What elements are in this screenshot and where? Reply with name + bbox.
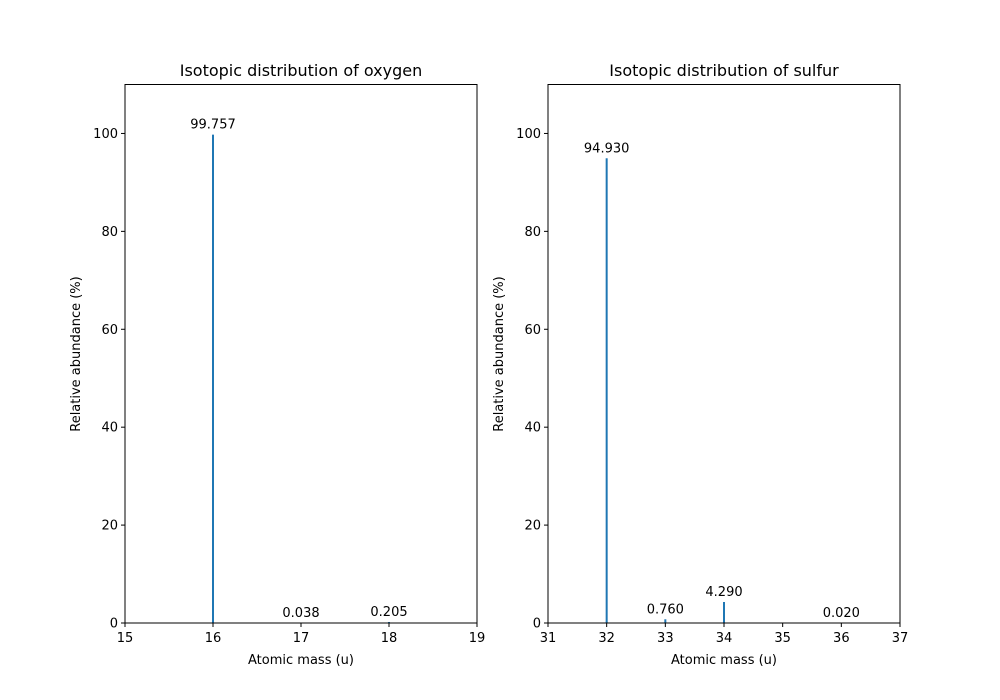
bar: [212, 134, 214, 623]
x-tick-label: 17: [293, 631, 310, 646]
bar: [723, 601, 725, 623]
y-tick-label: 20: [524, 519, 541, 534]
data-label: 0.205: [370, 605, 407, 620]
y-tick-label: 0: [110, 617, 118, 632]
data-label: 4.290: [705, 585, 742, 600]
plot-frame: [124, 84, 478, 624]
chart-marks: 15 16 17 18 19 0 20 40 60 80 100 99.757 0.038 0.205: [93, 118, 485, 646]
chart-marks: 31 32 33 34 35 36 37 0 20 40 60 80 100 94.930 0.760 4.2…: [516, 127, 908, 646]
x-tick-label: 32: [598, 631, 615, 646]
x-axis-label: Atomic mass (u): [248, 653, 354, 668]
data-label: 0.038: [282, 606, 319, 621]
y-tick-label: 40: [101, 421, 118, 436]
chart-title: Isotopic distribution of oxygen: [180, 61, 423, 80]
y-tick-label: 40: [524, 421, 541, 436]
y-tick-label: 100: [516, 127, 541, 142]
x-tick-label: 18: [381, 631, 398, 646]
sulfur-chart: Isotopic distribution of sulfur Atomic m…: [492, 61, 908, 668]
data-label: 99.757: [190, 118, 236, 133]
x-tick-label: 15: [117, 631, 134, 646]
y-tick-label: 80: [524, 225, 541, 240]
y-tick-label: 0: [533, 617, 541, 632]
y-tick-label: 80: [101, 225, 118, 240]
x-tick-label: 19: [469, 631, 486, 646]
data-label: 94.930: [584, 141, 630, 156]
x-tick-label: 37: [892, 631, 909, 646]
x-tick-label: 34: [716, 631, 733, 646]
oxygen-chart: Isotopic distribution of oxygen Atomic m…: [69, 61, 485, 668]
plot-frame: [547, 84, 901, 624]
bar: [388, 621, 390, 623]
x-tick-label: 16: [205, 631, 222, 646]
y-axis-label: Relative abundance (%): [69, 276, 84, 432]
y-tick-label: 100: [93, 127, 118, 142]
x-axis-label: Atomic mass (u): [671, 653, 777, 668]
y-axis-label: Relative abundance (%): [492, 276, 507, 432]
data-label: 0.020: [823, 606, 860, 621]
y-tick-label: 20: [101, 519, 118, 534]
bar: [605, 158, 608, 623]
bar: [664, 619, 667, 623]
y-tick-label: 60: [524, 323, 541, 338]
x-tick-label: 31: [540, 631, 557, 646]
x-tick-label: 36: [833, 631, 850, 646]
x-tick-label: 33: [657, 631, 674, 646]
data-label: 0.760: [647, 602, 684, 617]
x-tick-label: 35: [774, 631, 791, 646]
chart-title: Isotopic distribution of sulfur: [609, 61, 839, 80]
y-tick-label: 60: [101, 323, 118, 338]
